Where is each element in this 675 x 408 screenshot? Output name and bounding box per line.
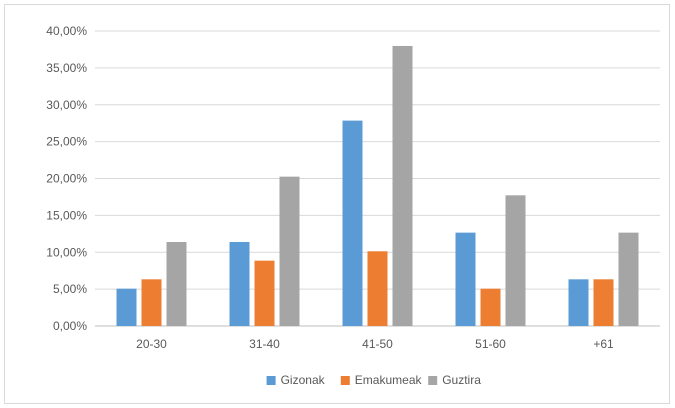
bar xyxy=(505,195,526,326)
bars xyxy=(116,45,639,326)
y-tick-label: 20,00% xyxy=(46,172,87,186)
bar xyxy=(166,241,187,326)
y-tick-label: 0,00% xyxy=(53,319,87,333)
x-tick-label: 20-30 xyxy=(136,337,167,351)
bar xyxy=(141,279,162,326)
legend-label: Guztira xyxy=(442,373,481,387)
x-tick-label: 51-60 xyxy=(475,337,506,351)
bar xyxy=(279,176,300,326)
bar xyxy=(229,241,250,326)
bar-chart: 0,00% 5,00% 10,00% 15,00% 20,00% 25,00% 30,00%… xyxy=(46,24,660,387)
legend-swatch xyxy=(428,376,438,385)
bar xyxy=(254,260,275,326)
chart-frame: 0,00% 5,00% 10,00% 15,00% 20,00% 25,00% 30,00%… xyxy=(4,4,670,404)
legend-label: Emakumeak xyxy=(355,373,423,387)
y-tick-label: 30,00% xyxy=(46,98,87,112)
bar xyxy=(342,120,363,326)
y-axis-tick-labels: 0,00% 5,00% 10,00% 15,00% 20,00% 25,00% 30,00%… xyxy=(46,24,87,333)
y-tick-label: 25,00% xyxy=(46,135,87,149)
x-axis-tick-labels: 20-30 31-40 41-50 51-60 +61 xyxy=(136,337,614,351)
gridlines xyxy=(95,30,660,327)
legend-swatch xyxy=(340,376,350,385)
bar xyxy=(367,251,388,326)
bar xyxy=(618,232,639,326)
legend: Gizonak Emakumeak Guztira xyxy=(266,373,481,387)
bar xyxy=(455,232,476,326)
y-tick-label: 10,00% xyxy=(46,245,87,259)
y-tick-label: 35,00% xyxy=(46,61,87,75)
bar xyxy=(116,288,137,326)
x-tick-label: 41-50 xyxy=(362,337,393,351)
x-tick-label: +61 xyxy=(593,337,614,351)
y-tick-label: 15,00% xyxy=(46,208,87,222)
legend-label: Gizonak xyxy=(281,373,326,387)
bar xyxy=(593,279,614,326)
legend-swatch xyxy=(266,376,276,385)
y-tick-label: 40,00% xyxy=(46,24,87,38)
x-tick-label: 31-40 xyxy=(249,337,280,351)
bar xyxy=(392,45,413,326)
y-tick-label: 5,00% xyxy=(53,282,87,296)
bar xyxy=(568,279,589,326)
bar xyxy=(480,288,501,326)
